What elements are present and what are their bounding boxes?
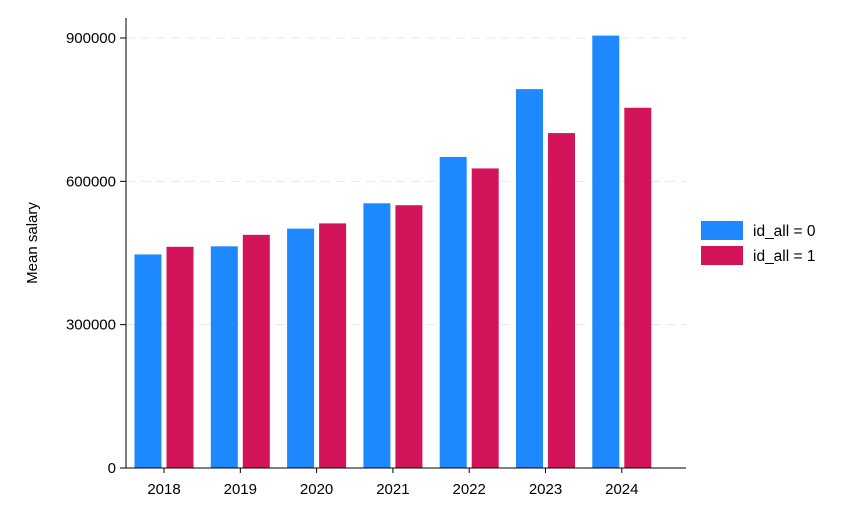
- y-tick-label: 0: [108, 460, 116, 477]
- bar-2018-series-1: [166, 246, 194, 468]
- bar-2020-series-1: [319, 223, 347, 468]
- bar-2022-series-0: [439, 156, 467, 468]
- bar-2023-series-1: [548, 133, 575, 469]
- legend-swatch-series-0: [701, 221, 743, 240]
- axes: [125, 18, 686, 469]
- bar-2020-series-0: [287, 228, 315, 468]
- bar-2024-series-1: [624, 107, 652, 468]
- x-tick-label: 2023: [529, 481, 562, 498]
- y-tick-label: 600000: [66, 173, 116, 190]
- bar-2019-series-0: [210, 246, 238, 468]
- legend: id_all = 0 id_all = 1: [701, 221, 816, 265]
- bar-2024-series-0: [592, 35, 620, 468]
- x-tick-label: 2021: [376, 481, 409, 498]
- x-tick-label: 2024: [605, 481, 638, 498]
- x-tick-label: 2019: [224, 481, 257, 498]
- y-tick-label: 300000: [66, 317, 116, 334]
- bars: [134, 35, 652, 469]
- x-ticks: 2018 2019 2020 2021 2022 2023 2024: [147, 468, 638, 498]
- bar-2021-series-0: [363, 203, 391, 469]
- y-ticks: 0 300000 600000 900000: [66, 30, 126, 477]
- bar-2023-series-0: [516, 89, 543, 468]
- y-axis-title: Mean salary: [24, 202, 41, 284]
- bar-2018-series-0: [134, 254, 162, 468]
- x-tick-label: 2018: [147, 481, 180, 498]
- legend-swatch-series-1: [701, 246, 743, 265]
- y-tick-label: 900000: [66, 30, 116, 47]
- bar-2022-series-1: [471, 168, 499, 468]
- legend-label-series-1: id_all = 1: [753, 248, 815, 265]
- bar-2021-series-1: [395, 205, 423, 468]
- legend-label-series-0: id_all = 0: [753, 223, 816, 240]
- x-tick-label: 2020: [300, 481, 333, 498]
- x-tick-label: 2022: [453, 481, 486, 498]
- bar-2019-series-1: [242, 234, 270, 468]
